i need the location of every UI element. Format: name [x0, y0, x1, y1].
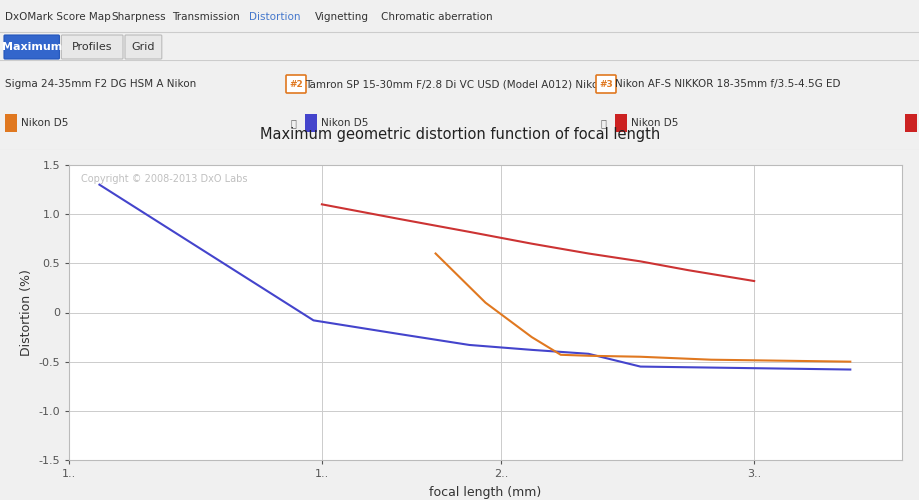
- FancyBboxPatch shape: [4, 35, 60, 59]
- Text: Profiles: Profiles: [72, 42, 112, 52]
- Text: Distortion: Distortion: [249, 12, 301, 22]
- Bar: [305, 114, 317, 132]
- Y-axis label: Distortion (%): Distortion (%): [20, 269, 33, 356]
- Text: Sigma 24-35mm F2 DG HSM A Nikon: Sigma 24-35mm F2 DG HSM A Nikon: [5, 79, 196, 89]
- Text: Copyright © 2008-2013 DxO Labs: Copyright © 2008-2013 DxO Labs: [82, 174, 248, 184]
- Text: Nikon D5: Nikon D5: [630, 118, 677, 128]
- Text: 📷: 📷: [290, 118, 297, 128]
- Text: DxOMark Score Map: DxOMark Score Map: [5, 12, 110, 22]
- Text: Nikon D5: Nikon D5: [21, 118, 68, 128]
- Text: Chromatic aberration: Chromatic aberration: [381, 12, 493, 22]
- Text: Vignetting: Vignetting: [315, 12, 369, 22]
- Text: Transmission: Transmission: [172, 12, 239, 22]
- Text: Sharpness: Sharpness: [111, 12, 166, 22]
- Text: 📷: 📷: [600, 118, 607, 128]
- Text: Nikon AF-S NIKKOR 18-35mm f/3.5-4.5G ED: Nikon AF-S NIKKOR 18-35mm f/3.5-4.5G ED: [614, 79, 840, 89]
- FancyBboxPatch shape: [596, 75, 616, 93]
- FancyBboxPatch shape: [62, 35, 123, 59]
- Text: Tamron SP 15-30mm F/2.8 Di VC USD (Model A012) Nikon: Tamron SP 15-30mm F/2.8 Di VC USD (Model…: [305, 79, 604, 89]
- Bar: [5, 114, 17, 132]
- Bar: [904, 114, 916, 132]
- Text: Grid: Grid: [131, 42, 155, 52]
- Text: Maximum: Maximum: [2, 42, 62, 52]
- Text: Nikon D5: Nikon D5: [321, 118, 368, 128]
- FancyBboxPatch shape: [125, 35, 162, 59]
- Text: Maximum geometric distortion function of focal length: Maximum geometric distortion function of…: [259, 128, 660, 142]
- Bar: [614, 114, 627, 132]
- Text: #2: #2: [289, 80, 302, 88]
- FancyBboxPatch shape: [286, 75, 306, 93]
- Text: #3: #3: [598, 80, 612, 88]
- X-axis label: focal length (mm): focal length (mm): [428, 486, 541, 499]
